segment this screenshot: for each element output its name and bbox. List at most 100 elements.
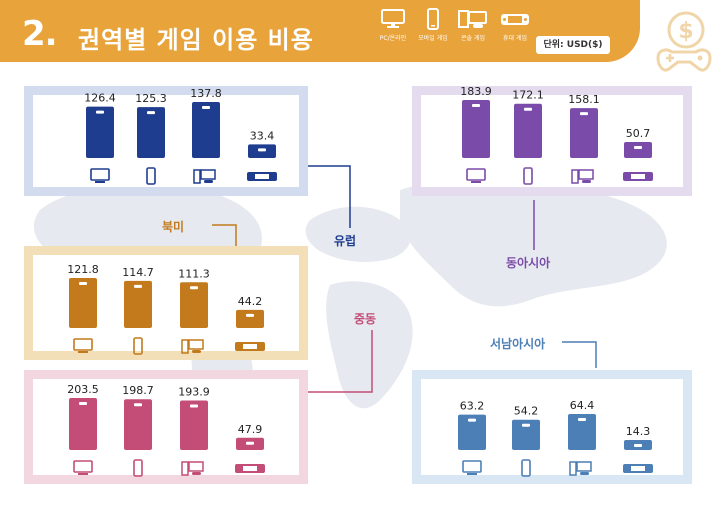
console-icon <box>571 169 594 184</box>
bar-chart-europe-pink: 203.5 198.7 193.9 47.9 <box>67 383 265 477</box>
region-label-middle-east: 중동 <box>354 312 377 326</box>
legend-label: 모바일 게임 <box>418 35 448 42</box>
bar-group: 193.9 <box>178 385 210 450</box>
bar-highlight <box>134 284 142 288</box>
legend-label: PC/온라인 <box>379 35 407 42</box>
pc-monitor-icon <box>73 338 93 353</box>
unit-label: 단위: USD($) <box>536 36 610 54</box>
bar-highlight <box>79 402 87 405</box>
bar-chart-east-asia: 183.9 172.1 158.1 50.7 <box>460 85 653 185</box>
bar-value-label: 126.4 <box>84 92 116 105</box>
bar-value-label: 172.1 <box>512 89 544 102</box>
pc-monitor-icon <box>73 460 93 475</box>
bar-group: 33.4 <box>248 129 276 158</box>
mobile-phone-icon <box>133 459 143 477</box>
bar-highlight <box>96 110 104 114</box>
page-title: 권역별 게임 이용 비용 <box>78 26 314 54</box>
bar-group: 126.4 <box>84 92 116 158</box>
region-label-north-america: 북미 <box>162 220 185 234</box>
bar <box>124 399 152 450</box>
console-icon <box>193 169 216 184</box>
section-number: 2. <box>22 14 58 54</box>
bar-highlight <box>134 403 142 407</box>
bar-highlight <box>202 106 210 109</box>
pc-monitor-icon <box>381 9 405 28</box>
region-label-east-asia: 동아시아 <box>506 256 551 270</box>
legend-label: 콘솔 게임 <box>461 35 485 42</box>
region-label-southeast-asia: 서남아시아 <box>490 337 546 351</box>
bar <box>512 419 540 450</box>
mobile-phone-icon <box>133 337 143 355</box>
bar-value-label: 137.8 <box>190 87 222 100</box>
bar <box>86 106 114 158</box>
bar-highlight <box>190 286 198 290</box>
bar-highlight <box>190 404 198 408</box>
pc-monitor-icon <box>462 460 482 475</box>
bar <box>180 400 208 450</box>
panel-north-america: 126.4 125.3 137.8 33.4 <box>24 86 308 196</box>
console-icon <box>569 461 592 476</box>
bar-highlight <box>79 282 87 285</box>
middle-east-connector <box>306 330 373 393</box>
panel-europe-pink: 203.5 198.7 193.9 47.9 <box>24 370 308 484</box>
bar-highlight <box>634 444 642 447</box>
panel-east-asia: 183.9 172.1 158.1 50.7 <box>412 85 692 196</box>
bar-value-label: 33.4 <box>250 129 275 142</box>
legend-item-console: 콘솔 게임 <box>448 8 498 42</box>
bar <box>137 107 165 158</box>
bar-value-label: 63.2 <box>460 400 485 413</box>
handheld-console-icon <box>247 172 277 181</box>
bar <box>124 280 152 328</box>
bar-group: 44.2 <box>236 295 264 328</box>
bar-highlight <box>258 148 266 152</box>
console-icon <box>181 339 204 354</box>
bar-chart-southeast-asia: 63.2 54.2 64.4 14.3 <box>458 399 653 477</box>
bar-highlight <box>246 313 254 317</box>
bar-highlight <box>472 104 480 107</box>
bar-value-label: 44.2 <box>238 295 263 308</box>
bar-highlight <box>246 441 254 445</box>
bar-highlight <box>580 112 588 116</box>
bar-value-label: 111.3 <box>178 267 210 280</box>
bar-group: 198.7 <box>122 384 154 450</box>
bar-value-label: 54.2 <box>514 405 539 418</box>
bar-value-label: 198.7 <box>122 384 154 397</box>
bar <box>236 309 264 328</box>
legend-label: 휴대 게임 <box>503 35 527 42</box>
bar-group: 203.5 <box>67 383 99 450</box>
handheld-console-icon <box>623 464 653 473</box>
pc-monitor-icon <box>90 168 110 183</box>
bar-group: 47.9 <box>236 423 264 450</box>
bar-group: 63.2 <box>458 400 486 450</box>
bar-group: 114.7 <box>122 266 154 328</box>
console-icon <box>458 10 487 28</box>
bar-group: 172.1 <box>512 89 544 158</box>
bar-group: 54.2 <box>512 405 540 450</box>
bar-value-label: 50.7 <box>626 127 651 140</box>
bar-group: 111.3 <box>178 267 210 328</box>
bar <box>462 100 490 158</box>
bar-highlight <box>147 111 155 115</box>
pc-monitor-icon <box>466 168 486 183</box>
panel-southeast-asia: 63.2 54.2 64.4 14.3 <box>412 370 692 484</box>
bar <box>624 142 652 158</box>
bar-highlight <box>578 418 586 421</box>
bar <box>69 278 97 328</box>
bar-group: 137.8 <box>190 87 222 158</box>
bar-highlight <box>524 107 532 111</box>
mobile-phone-icon <box>146 167 156 185</box>
panel-middle-east: 121.8 114.7 111.3 44.2 <box>24 246 308 360</box>
europe-connector <box>308 165 351 228</box>
bar-highlight <box>634 146 642 150</box>
bar-group: 121.8 <box>67 263 99 328</box>
legend-item-handheld: 휴대 게임 <box>490 8 540 42</box>
svg-text:$: $ <box>678 19 693 44</box>
bar <box>458 414 486 450</box>
mobile-phone-icon <box>521 459 531 477</box>
bar-highlight <box>468 418 476 422</box>
bar-value-label: 193.9 <box>178 385 210 398</box>
bar-value-label: 14.3 <box>626 425 651 438</box>
bar-group: 125.3 <box>135 92 167 158</box>
mobile-phone-icon <box>427 8 439 30</box>
